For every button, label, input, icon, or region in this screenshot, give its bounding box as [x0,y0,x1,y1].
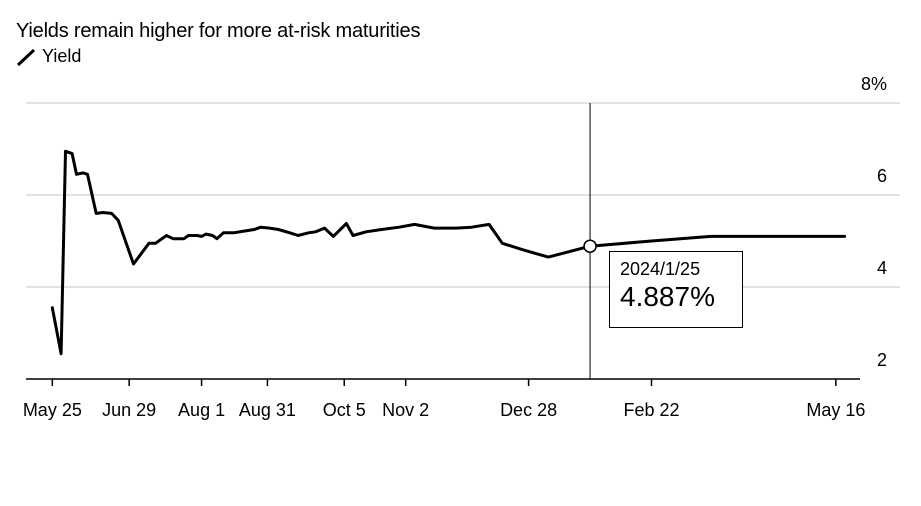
y-tick-label: 8% [861,74,887,94]
legend-line-icon [16,48,36,66]
x-tick-label: May 16 [806,400,865,420]
y-axis-labels: 8% 6 4 2 [861,74,887,370]
x-tick-label: Nov 2 [382,400,429,420]
x-axis: May 25 Jun 29 Aug 1 Aug 31 Oct 5 Nov 2 Dec 28 F… [23,378,865,420]
x-tick-label: Dec 28 [500,400,557,420]
x-tick-label: Aug 31 [239,400,296,420]
tooltip: 2024/1/25 4.887% [609,251,743,328]
x-tick-label: Jun 29 [102,400,156,420]
y-tick-label: 6 [877,166,887,186]
tooltip-value: 4.887% [620,281,715,312]
x-tick-label: May 25 [23,400,82,420]
legend: Yield [16,46,81,67]
x-tick-label: Oct 5 [323,400,366,420]
gridlines [26,102,900,288]
x-tick-label: Feb 22 [623,400,679,420]
chart-title: Yields remain higher for more at-risk ma… [16,20,421,42]
x-tick-label: Aug 1 [178,400,225,420]
tooltip-date: 2024/1/25 [620,259,701,279]
legend-label: Yield [42,46,82,66]
series-line-yield [50,149,847,356]
y-tick-label: 2 [877,350,887,370]
y-tick-label: 4 [877,258,887,278]
crosshair-marker[interactable] [583,239,597,253]
